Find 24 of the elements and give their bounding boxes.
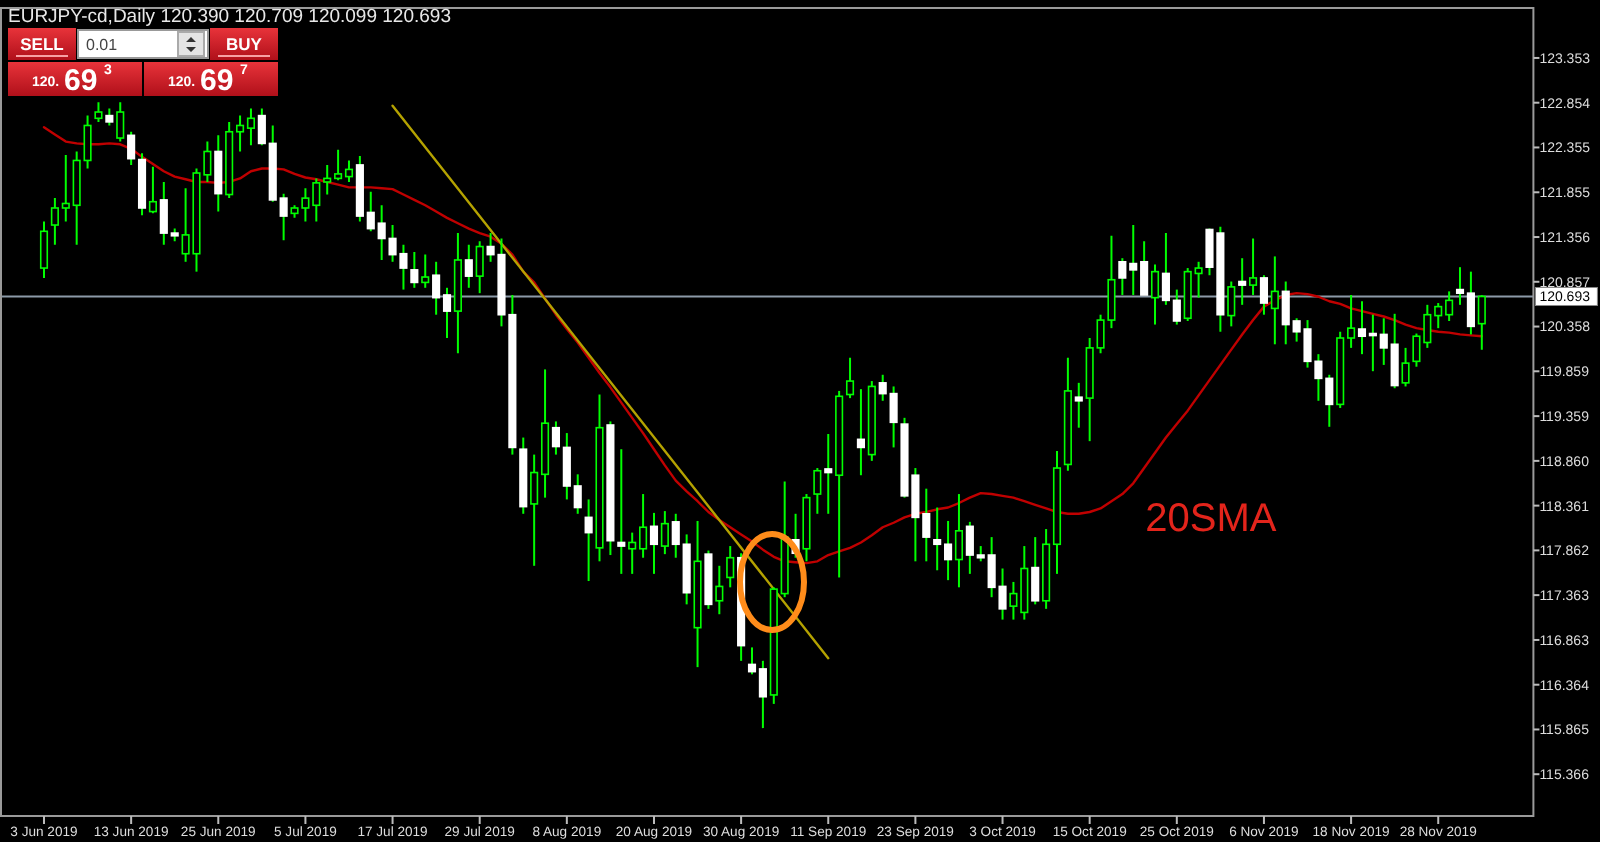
candlestick bbox=[715, 564, 724, 616]
candlestick bbox=[660, 510, 669, 556]
candlestick bbox=[845, 356, 855, 400]
candlestick bbox=[954, 493, 964, 589]
line-series bbox=[42, 126, 1483, 565]
annotation: 0.01 bbox=[86, 36, 119, 54]
candlestick bbox=[94, 101, 103, 123]
candlestick bbox=[1477, 294, 1486, 351]
candlestick bbox=[1227, 280, 1236, 328]
candlestick bbox=[475, 240, 484, 295]
candlestick bbox=[1270, 255, 1279, 346]
candlestick bbox=[116, 101, 125, 143]
annotation: BUY bbox=[226, 34, 263, 54]
candlestick bbox=[1150, 263, 1160, 326]
candlestick bbox=[813, 467, 822, 515]
candlestick bbox=[39, 220, 49, 279]
candlestick bbox=[1401, 346, 1410, 388]
candlestick bbox=[421, 253, 430, 289]
candlestick bbox=[148, 165, 157, 215]
chart-title: EURJPY-cd,Daily 120.390 120.709 120.099 120.693 bbox=[8, 6, 451, 28]
candlestick bbox=[726, 545, 735, 589]
series-label: 20SMA bbox=[1145, 497, 1278, 542]
candlestick bbox=[1248, 237, 1258, 296]
annotation: SELL bbox=[20, 34, 64, 54]
